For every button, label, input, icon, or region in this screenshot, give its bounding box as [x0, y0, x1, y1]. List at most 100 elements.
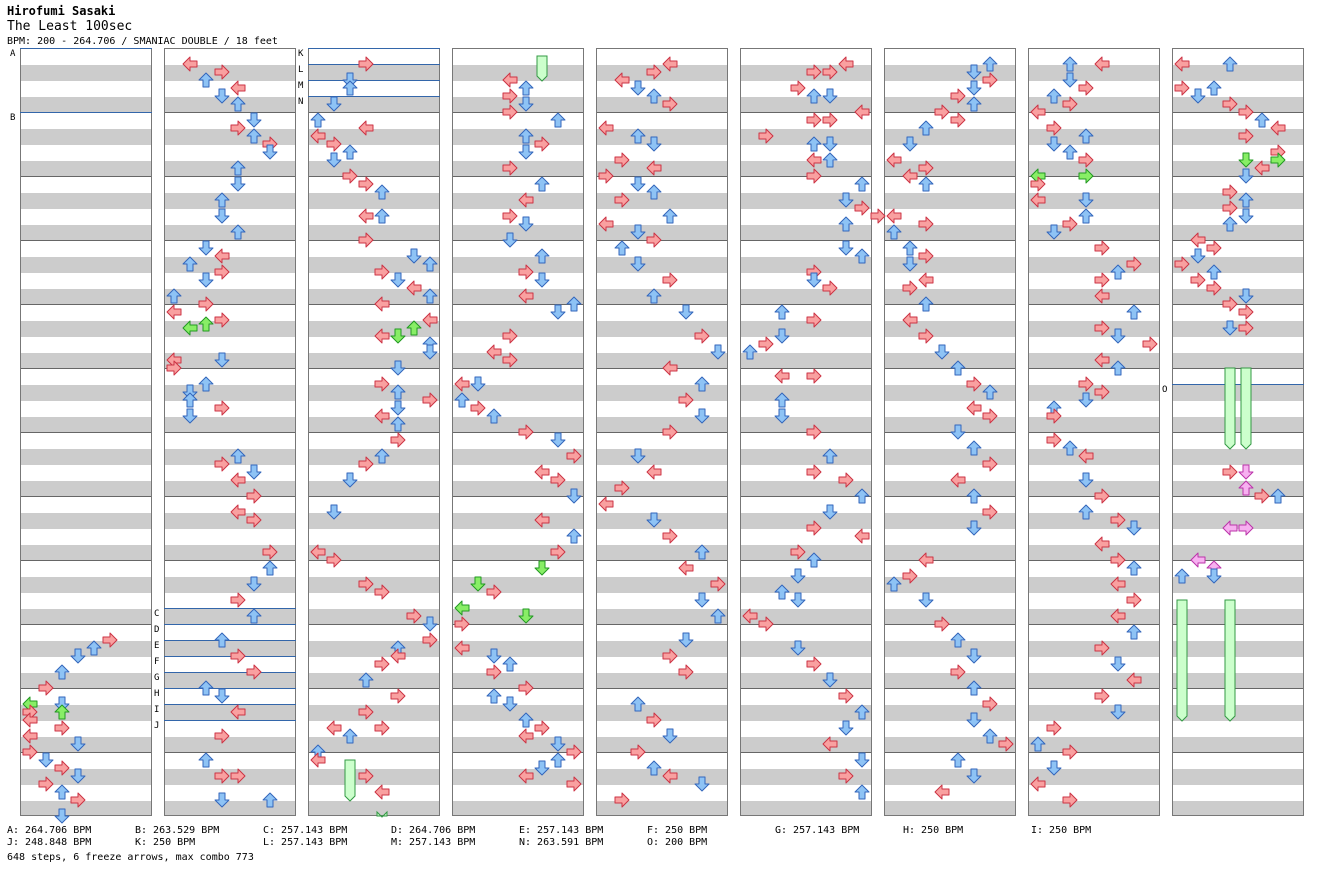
beat-band [741, 353, 871, 369]
beat-band [1029, 129, 1159, 145]
bpm-change-label: E [154, 641, 160, 651]
beat-band [597, 289, 727, 305]
beat-band [1029, 289, 1159, 305]
beat-band [1173, 289, 1303, 305]
beat-band [1029, 65, 1159, 81]
measure-line [741, 560, 871, 561]
bpm-change-line [164, 672, 296, 673]
measure-line [21, 624, 151, 625]
beat-band [165, 481, 295, 497]
measure-line [597, 304, 727, 305]
measure-line [1029, 752, 1159, 753]
measure-line [885, 496, 1015, 497]
beat-band [1029, 161, 1159, 177]
measure-line [453, 112, 583, 113]
chart-column-7 [884, 48, 1016, 816]
beat-band [741, 65, 871, 81]
bpm-change-line [164, 688, 296, 689]
chart-column-8 [1028, 48, 1160, 816]
measure-line [21, 240, 151, 241]
beat-band [21, 673, 151, 689]
measure-line [165, 240, 295, 241]
beat-band [597, 129, 727, 145]
bpm-entry: J: 248.848 BPM [7, 837, 92, 848]
beat-band [1029, 417, 1159, 433]
bpm-change-label: O [1162, 385, 1168, 395]
bpm-change-label: C [154, 609, 160, 619]
bpm-change-label: L [298, 65, 304, 75]
chart-column-1 [20, 48, 152, 816]
measure-line [885, 176, 1015, 177]
measure-line [1173, 688, 1303, 689]
beat-band [165, 193, 295, 209]
beat-band [21, 65, 151, 81]
beat-band [885, 641, 1015, 657]
beat-band [1029, 481, 1159, 497]
beat-band [741, 193, 871, 209]
measure-line [309, 752, 439, 753]
measure-line [453, 432, 583, 433]
beat-band [453, 513, 583, 529]
measure-line [1173, 432, 1303, 433]
bpm-entry: C: 257.143 BPM [263, 825, 348, 836]
measure-line [741, 688, 871, 689]
measure-line [21, 688, 151, 689]
measure-line [1029, 240, 1159, 241]
beat-band [1173, 449, 1303, 465]
measure-line [1173, 368, 1303, 369]
beat-band [165, 129, 295, 145]
measure-line [1029, 560, 1159, 561]
beat-band [597, 545, 727, 561]
beat-band [597, 97, 727, 113]
measure-line [885, 624, 1015, 625]
beat-band [1173, 385, 1303, 401]
beat-band [741, 545, 871, 561]
beat-band [885, 673, 1015, 689]
beat-band [597, 257, 727, 273]
beat-band [1029, 545, 1159, 561]
beat-band [453, 577, 583, 593]
measure-line [885, 560, 1015, 561]
beat-band [597, 65, 727, 81]
beat-band [165, 417, 295, 433]
measure-line [165, 752, 295, 753]
beat-band [309, 97, 439, 113]
beat-band [309, 481, 439, 497]
bpm-change-line [164, 720, 296, 721]
bpm-change-line [308, 80, 440, 81]
beat-band [165, 609, 295, 625]
measure-line [453, 240, 583, 241]
beat-band [165, 577, 295, 593]
beat-band [1173, 577, 1303, 593]
right-arrow-icon [870, 208, 886, 224]
beat-band [21, 257, 151, 273]
measure-line [1029, 688, 1159, 689]
beat-band [741, 289, 871, 305]
measure-line [165, 560, 295, 561]
beat-band [165, 673, 295, 689]
chart-column-9 [1172, 48, 1304, 816]
beat-band [1029, 353, 1159, 369]
beat-band [1173, 97, 1303, 113]
chart-column-2 [164, 48, 296, 816]
beat-band [309, 577, 439, 593]
beat-band [165, 321, 295, 337]
beat-band [309, 513, 439, 529]
measure-line [21, 752, 151, 753]
beat-band [309, 801, 439, 815]
beat-band [309, 129, 439, 145]
beat-band [1173, 257, 1303, 273]
beat-band [1173, 353, 1303, 369]
beat-band [1173, 673, 1303, 689]
beat-band [741, 705, 871, 721]
measure-line [597, 368, 727, 369]
measure-line [741, 752, 871, 753]
beat-band [885, 161, 1015, 177]
beat-band [1173, 129, 1303, 145]
beat-band [453, 801, 583, 815]
bpm-change-line [308, 48, 440, 49]
measure-line [597, 624, 727, 625]
bpm-change-label: G [154, 673, 160, 683]
beat-band [885, 129, 1015, 145]
beat-band [885, 257, 1015, 273]
